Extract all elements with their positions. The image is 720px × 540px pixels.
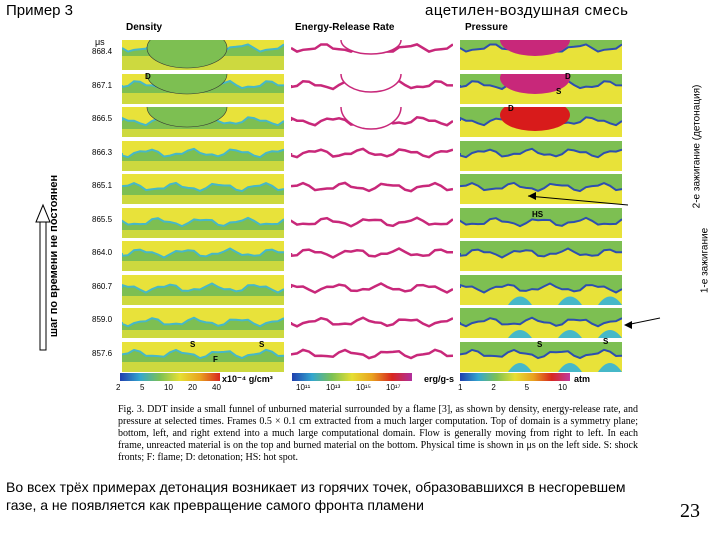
time-arrow-shaft [39,219,47,351]
density-panel [122,40,284,510]
density-frame [122,174,284,204]
time-label: 859.0 [92,315,113,324]
colorbar-tick-label: 10¹⁵ [356,383,371,392]
arrow-ignition2 [527,195,629,206]
conclusion-text: Во всех трёх примерах детонация возникае… [6,479,626,513]
arrow-ignition2-head [528,192,536,200]
energy-frame [291,308,453,338]
density-frame [122,140,284,171]
density-frame [122,274,284,305]
colorbar-tick-label: 10¹⁷ [386,383,401,392]
energy-frame [291,73,453,104]
arrow-ignition1-head [624,321,632,329]
page-number: 23 [680,500,700,522]
pressure-unit: atm [574,374,591,384]
colorbar-tick-label: 10¹¹ [296,383,311,392]
detonation-mark-pressure: D [565,72,571,81]
pressure-panel-title: Pressure [465,22,508,33]
pressure-frame [460,107,622,137]
energy-panel-title: Energy-Release Rate [295,22,395,33]
density-frame [122,308,284,338]
colorbar-tick-label: 10¹³ [326,383,341,392]
time-label: 865.1 [92,181,113,190]
energy-frame [291,341,453,372]
pressure-frame [460,274,622,305]
time-step-label: шаг по времени не постоянен [48,174,60,338]
shock-mark-pressure-top: S [556,87,562,96]
density-unit: x10⁻⁴ g/cm³ [222,374,273,384]
colorbar-tick-label: 5 [140,383,145,392]
density-frame [122,107,284,137]
pressure-panel [460,40,622,510]
density-frame [122,73,284,104]
energy-frame [291,174,453,204]
time-label: 865.5 [92,214,113,224]
time-label: 860.7 [92,281,113,291]
density-frame [122,207,284,238]
colorbar-tick-label: 2 [491,383,496,392]
colorbar-tick-label: 40 [212,383,221,392]
pressure-frame [460,308,622,338]
colorbar-tick-label: 20 [188,383,197,392]
detonation-mark-pressure-2: D [508,104,514,113]
density-colorbar [120,373,220,381]
density-frame [122,40,284,70]
colorbar-tick-label: 10 [558,383,567,392]
pressure-frame [460,40,622,70]
detonation-mark-density: D [145,72,151,81]
pressure-frame [460,207,622,238]
colorbar-tick-label: 5 [524,383,530,392]
pressure-frame [460,140,622,171]
second-ignition-label: 2-е зажигание (детонация) [691,84,703,209]
colorbar-tick-label: 2 [116,383,121,392]
time-label: 867.1 [92,80,113,90]
energy-unit: erg/g-s [424,374,455,384]
energy-colorbar [292,373,412,381]
shock-mark-density-left: S [190,340,196,349]
pressure-frame [460,241,622,271]
energy-frame [291,274,453,305]
shock-mark-density-right: S [259,340,265,349]
time-label: 864.0 [92,248,113,257]
density-frame [122,341,284,372]
energy-frame [291,140,453,171]
energy-frame [291,40,453,70]
hotspot-mark: HS [532,210,544,219]
time-label: 866.3 [92,147,113,157]
time-label: 857.6 [92,348,113,358]
slide-title-mixture: ацетилен-воздушная смесь [425,2,629,19]
energy-release-panel [291,40,453,510]
density-panel-title: Density [126,22,163,33]
figure-caption: Fig. 3. DDT inside a small funnel of unb… [118,404,638,463]
pressure-frame [460,174,622,204]
shock-mark-pressure-left: S [537,340,543,349]
pressure-frame [460,73,622,104]
slide-title-example: Пример 3 [6,2,74,19]
pressure-frame [460,341,622,372]
flame-mark: F [213,355,218,364]
colorbar-tick-label: 1 [458,383,463,392]
energy-frame [291,241,453,271]
density-frame [122,241,284,271]
energy-frame [291,207,453,238]
shock-mark-pressure-right: S [603,337,609,346]
colorbar-tick-label: 10 [164,383,173,392]
time-arrow-head [35,203,51,223]
time-label: 866.5 [92,114,113,123]
time-unit-label: μs [95,37,105,47]
energy-frame [291,107,453,137]
time-label: 868.4 [92,47,113,56]
pressure-colorbar [460,373,570,381]
